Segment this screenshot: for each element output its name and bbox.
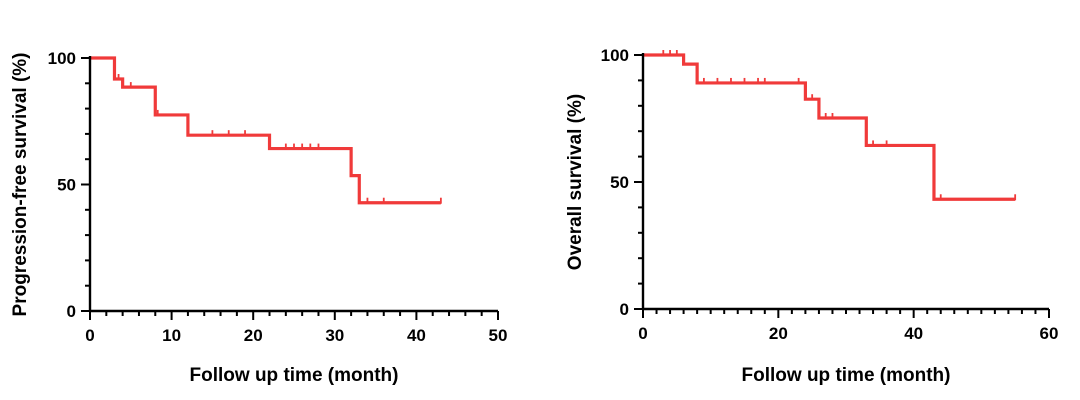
- os-y-major-ticks: 0 50 100: [601, 46, 643, 319]
- pfs-x-major-ticks: 0 10 20 30 40 50: [85, 311, 507, 345]
- pfs-y-tick-label: 100: [48, 49, 76, 68]
- pfs-y-axis-title: Progression-free survival (%): [10, 53, 31, 317]
- pfs-censor-marks: [117, 73, 442, 204]
- pfs-x-tick-label: 10: [162, 326, 181, 345]
- pfs-y-tick-label: 0: [67, 302, 76, 321]
- pfs-chart: 0 10 20 30 40 50 0 50 100 Follow up time (month…: [10, 49, 507, 386]
- os-censor-marks: [662, 50, 1017, 201]
- os-y-tick-label: 0: [620, 300, 629, 319]
- pfs-x-tick-label: 40: [407, 326, 426, 345]
- pfs-x-tick-label: 50: [489, 326, 508, 345]
- os-x-axis-title: Follow up time (month): [742, 365, 951, 386]
- os-x-tick-label: 20: [769, 324, 788, 343]
- pfs-x-tick-label: 30: [325, 326, 344, 345]
- os-y-tick-label: 50: [610, 173, 629, 192]
- os-x-tick-label: 60: [1040, 324, 1059, 343]
- os-y-axis-title: Overall survival (%): [565, 94, 586, 270]
- pfs-survival-curve: [90, 56, 441, 205]
- os-x-tick-label: 0: [638, 324, 647, 343]
- pfs-y-tick-label: 50: [57, 176, 76, 195]
- pfs-y-major-ticks: 0 50 100: [48, 49, 90, 321]
- pfs-x-tick-label: 20: [244, 326, 263, 345]
- os-chart: 0 20 40 60 0 50 100 Follow up time (month) Ov…: [565, 46, 1058, 386]
- pfs-x-axis-title: Follow up time (month): [190, 365, 399, 386]
- pfs-x-tick-label: 0: [85, 326, 94, 345]
- os-x-major-ticks: 0 20 40 60: [638, 309, 1058, 343]
- os-x-tick-label: 40: [904, 324, 923, 343]
- os-survival-curve: [643, 53, 1016, 201]
- os-y-tick-label: 100: [601, 46, 629, 65]
